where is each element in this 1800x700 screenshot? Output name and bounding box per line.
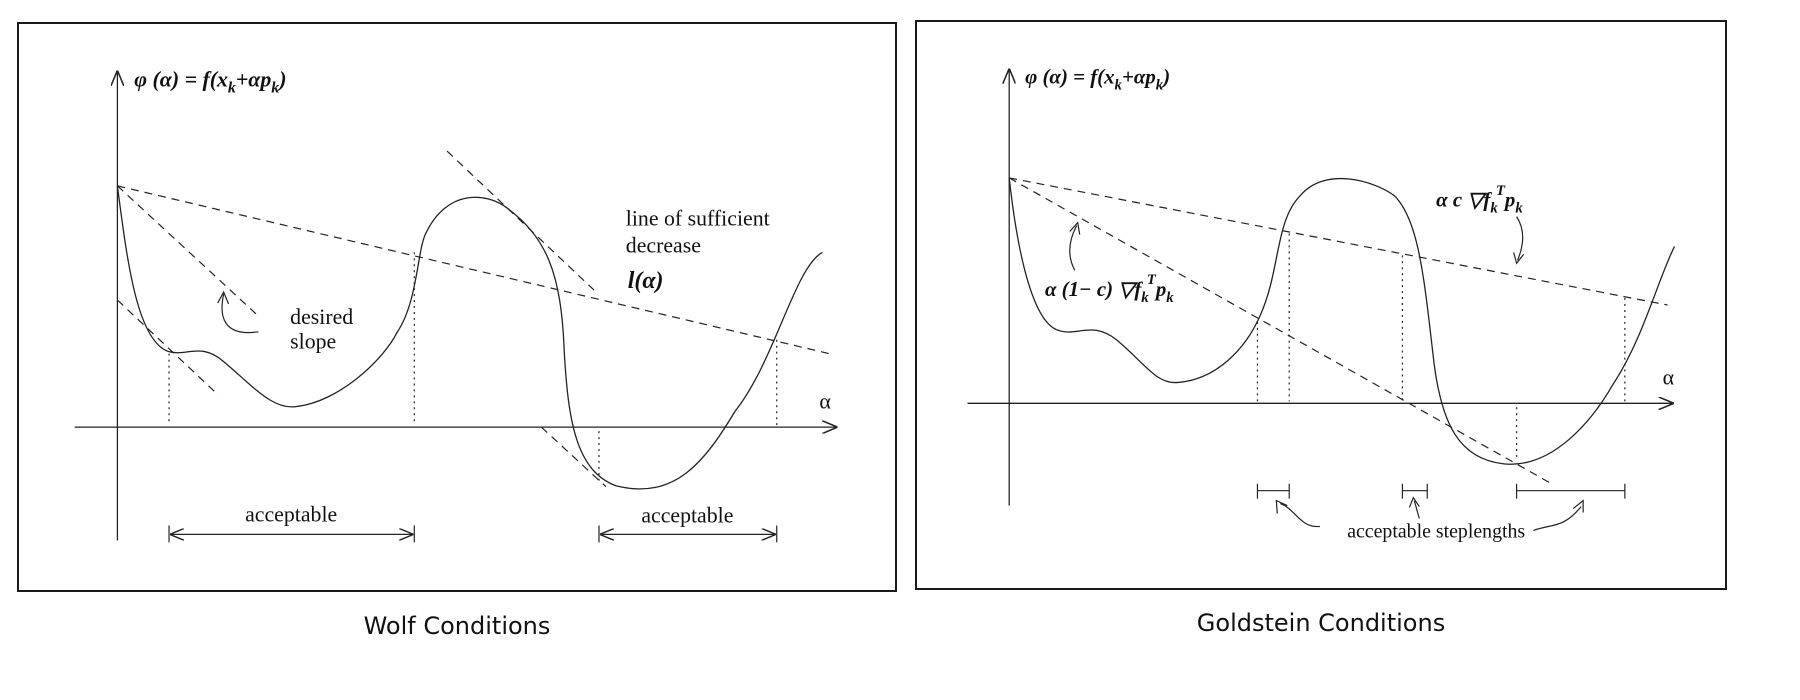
lower-bound-line bbox=[1008, 177, 1554, 486]
pointer-interval-3 bbox=[1533, 506, 1582, 531]
wolf-conditions-panel: φ (α) = f(xk+αpk) α line of sufficient d… bbox=[17, 22, 897, 592]
pointer-interval-1 bbox=[1280, 503, 1321, 528]
l-alpha-label: l(α) bbox=[628, 268, 664, 294]
acceptable-2-label: acceptable bbox=[641, 503, 733, 527]
phi-function-label: φ (α) = f(xk+αpk) bbox=[134, 68, 286, 97]
desired-slope-pointer-head bbox=[217, 290, 230, 305]
pointer-upper-label-head bbox=[1513, 252, 1525, 265]
alpha-axis-label: α bbox=[819, 389, 830, 413]
tangent-left bbox=[116, 299, 220, 396]
phi-function-label: φ (α) = f(xk+αpk) bbox=[1025, 65, 1170, 94]
sufficient-decrease-label-line1: line of sufficient bbox=[626, 207, 770, 231]
pointer-interval-1-head bbox=[1275, 499, 1288, 514]
pointer-interval-2-head bbox=[1408, 496, 1420, 508]
alpha-axis-label: α bbox=[1663, 365, 1674, 389]
acceptable-1-label: acceptable bbox=[245, 502, 337, 526]
wolf-diagram: φ (α) = f(xk+αpk) α line of sufficient d… bbox=[74, 68, 895, 543]
upper-bound-line bbox=[1009, 177, 1668, 306]
pointer-upper-label bbox=[1516, 216, 1524, 261]
acceptable-steplengths-label: acceptable steplengths bbox=[1347, 520, 1525, 542]
desired-slope-pointer bbox=[221, 293, 259, 334]
tangent-valley bbox=[540, 426, 607, 488]
pointer-interval-3-head bbox=[1572, 499, 1584, 513]
desired-slope-label-line2: slope bbox=[290, 330, 336, 354]
pointer-lower-label-head bbox=[1069, 221, 1081, 235]
goldstein-caption: Goldstein Conditions bbox=[1196, 609, 1446, 637]
pointer-lower-label bbox=[1069, 225, 1078, 271]
upper-bound-label: α c ▽fkTpk bbox=[1436, 183, 1523, 217]
wolf-caption: Wolf Conditions bbox=[363, 612, 551, 640]
phi-curve bbox=[116, 185, 823, 490]
sufficient-decrease-line bbox=[117, 185, 830, 355]
tangent-peak bbox=[446, 150, 595, 291]
goldstein-diagram: φ (α) = f(xk+αpk) α α c ▽fkTpk α (1− c) … bbox=[967, 65, 1676, 542]
initial-slope-line bbox=[116, 185, 261, 319]
pointer-interval-2 bbox=[1413, 500, 1420, 519]
desired-slope-label-line1: desired bbox=[290, 305, 353, 329]
sufficient-decrease-label-line2: decrease bbox=[626, 233, 701, 257]
lower-bound-label: α (1− c) ▽fkTpk bbox=[1045, 272, 1174, 306]
goldstein-conditions-panel: φ (α) = f(xk+αpk) α α c ▽fkTpk α (1− c) … bbox=[915, 20, 1727, 590]
phi-curve bbox=[1008, 177, 1676, 465]
